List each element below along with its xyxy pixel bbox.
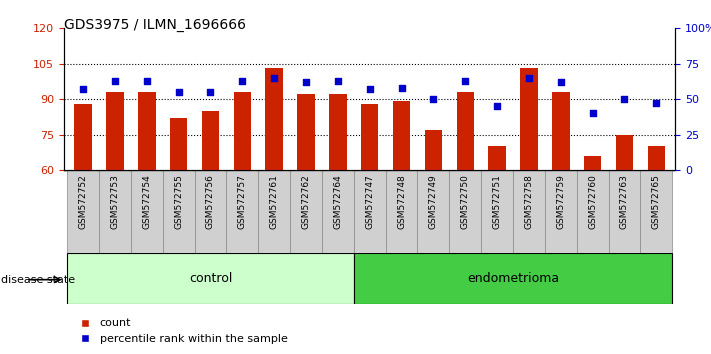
Text: endometrioma: endometrioma	[467, 272, 559, 285]
Point	[428, 96, 439, 102]
Text: GSM572752: GSM572752	[79, 174, 87, 229]
Text: GSM572760: GSM572760	[588, 174, 597, 229]
Text: GSM572764: GSM572764	[333, 174, 343, 229]
Point	[651, 101, 662, 106]
Text: GSM572755: GSM572755	[174, 174, 183, 229]
Bar	[329, 95, 347, 170]
Text: GDS3975 / ILMN_1696666: GDS3975 / ILMN_1696666	[64, 18, 246, 32]
Bar	[424, 130, 442, 170]
Bar	[354, 253, 673, 304]
Bar	[641, 170, 673, 253]
Legend: count, percentile rank within the sample: count, percentile rank within the sample	[70, 314, 292, 348]
Bar	[552, 92, 570, 170]
Text: GSM572754: GSM572754	[142, 174, 151, 229]
Bar	[234, 92, 251, 170]
Bar	[392, 102, 410, 170]
Bar	[513, 170, 545, 253]
Bar	[481, 170, 513, 253]
Bar	[417, 170, 449, 253]
Text: GSM572748: GSM572748	[397, 174, 406, 229]
Point	[141, 78, 152, 84]
Bar	[106, 92, 124, 170]
Point	[77, 86, 89, 92]
Text: GSM572753: GSM572753	[110, 174, 119, 229]
Bar	[385, 170, 417, 253]
Point	[491, 103, 503, 109]
Text: GSM572759: GSM572759	[556, 174, 565, 229]
Bar	[258, 170, 290, 253]
Point	[173, 89, 184, 95]
Point	[109, 78, 121, 84]
Bar	[67, 170, 99, 253]
Bar	[195, 170, 226, 253]
Bar	[648, 146, 665, 170]
Text: GSM572756: GSM572756	[206, 174, 215, 229]
Point	[587, 110, 599, 116]
Bar	[361, 104, 378, 170]
Text: GSM572751: GSM572751	[493, 174, 501, 229]
Text: GSM572761: GSM572761	[269, 174, 279, 229]
Point	[396, 85, 407, 91]
Bar	[545, 170, 577, 253]
Bar	[609, 170, 641, 253]
Text: GSM572749: GSM572749	[429, 174, 438, 229]
Bar	[297, 95, 315, 170]
Bar	[131, 170, 163, 253]
Point	[523, 75, 535, 81]
Bar	[75, 104, 92, 170]
Text: GSM572763: GSM572763	[620, 174, 629, 229]
Bar	[99, 170, 131, 253]
Bar	[290, 170, 322, 253]
Bar	[226, 170, 258, 253]
Bar	[265, 68, 283, 170]
Bar	[577, 170, 609, 253]
Bar	[616, 135, 634, 170]
Bar	[322, 170, 354, 253]
Bar	[488, 146, 506, 170]
Text: GSM572757: GSM572757	[238, 174, 247, 229]
Bar	[163, 170, 195, 253]
Bar	[584, 156, 602, 170]
Text: control: control	[189, 272, 232, 285]
Bar	[520, 68, 538, 170]
Text: GSM572747: GSM572747	[365, 174, 374, 229]
Point	[364, 86, 375, 92]
Point	[555, 79, 567, 85]
Bar	[354, 170, 385, 253]
Text: GSM572750: GSM572750	[461, 174, 470, 229]
Bar	[138, 92, 156, 170]
Text: GSM572758: GSM572758	[525, 174, 533, 229]
Point	[332, 78, 343, 84]
Bar	[449, 170, 481, 253]
Bar	[202, 111, 219, 170]
Bar	[67, 253, 354, 304]
Text: GSM572765: GSM572765	[652, 174, 661, 229]
Bar	[170, 118, 188, 170]
Bar	[456, 92, 474, 170]
Text: disease state: disease state	[1, 275, 75, 285]
Point	[205, 89, 216, 95]
Text: GSM572762: GSM572762	[301, 174, 311, 229]
Point	[619, 96, 630, 102]
Point	[459, 78, 471, 84]
Point	[300, 79, 311, 85]
Point	[237, 78, 248, 84]
Point	[269, 75, 280, 81]
